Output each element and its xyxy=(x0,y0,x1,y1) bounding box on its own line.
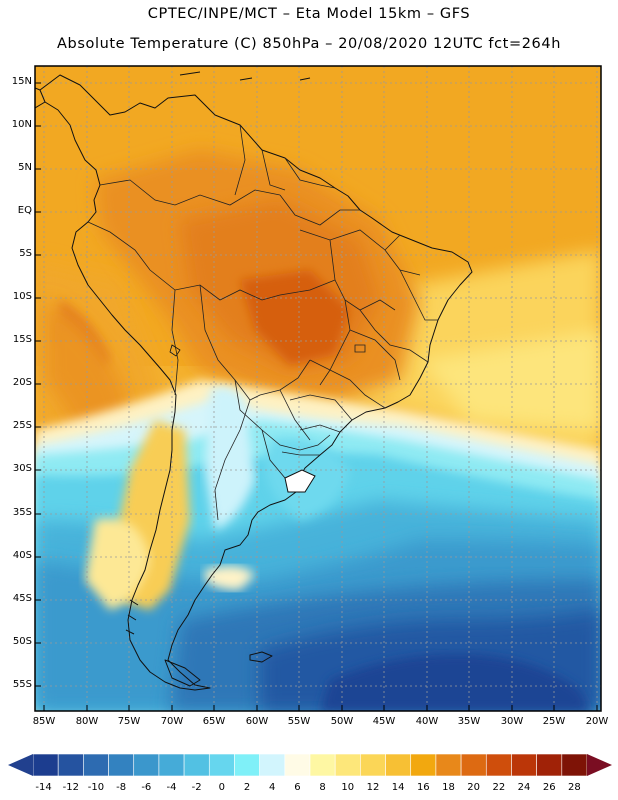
colorbar-box xyxy=(284,753,311,777)
colorbar-box xyxy=(208,753,235,777)
colorbar-box xyxy=(561,753,588,777)
lat-label-20s: 20S xyxy=(12,377,32,388)
lat-label-10s: 10S xyxy=(12,291,32,302)
lake-titicaca xyxy=(169,344,181,357)
south-america-coast xyxy=(39,74,473,691)
lat-label-45s: 45S xyxy=(12,593,32,604)
title-line-1: CPTEC/INPE/MCT – Eta Model 15km – GFS xyxy=(147,6,471,22)
colorbar-label: -10 xyxy=(87,782,105,793)
axis-ticks xyxy=(35,82,598,711)
colorbar-label: 10 xyxy=(341,782,355,793)
colorbar-label: 2 xyxy=(243,782,251,793)
falkland-islands xyxy=(249,651,273,663)
colorbar-label: -6 xyxy=(141,782,152,793)
caribbean-islands xyxy=(179,71,311,81)
lat-label-30s: 30S xyxy=(12,463,32,474)
colorbar-label: -14 xyxy=(35,782,52,793)
lon-label-20w: 20W xyxy=(585,716,609,727)
colorbar-box xyxy=(108,753,135,777)
colorbar-label: 26 xyxy=(542,782,556,793)
colorbar-label: 16 xyxy=(416,782,430,793)
lon-label-55w: 55W xyxy=(287,716,311,727)
lon-label-75w: 75W xyxy=(117,716,141,727)
lon-label-45w: 45W xyxy=(372,716,396,727)
colorbar-box xyxy=(536,753,563,777)
map-frame xyxy=(34,65,602,712)
lon-label-70w: 70W xyxy=(160,716,184,727)
colorbar-box xyxy=(158,753,185,777)
lat-label-15s: 15S xyxy=(12,334,32,345)
colorbar-box xyxy=(485,753,512,777)
lagoa-dos-patos xyxy=(284,469,316,493)
colorbar-label: 20 xyxy=(467,782,481,793)
lon-label-60w: 60W xyxy=(245,716,269,727)
lat-label-55s: 55S xyxy=(12,679,32,690)
colorbar-label: 12 xyxy=(366,782,380,793)
colorbar-box xyxy=(309,753,336,777)
colorbar-label: -12 xyxy=(62,782,79,793)
colorbar-box xyxy=(385,753,412,777)
colorbar-label: -8 xyxy=(116,782,127,793)
colorbar-high-arrow xyxy=(587,754,612,776)
country-borders xyxy=(87,124,438,521)
tierra-del-fuego xyxy=(164,659,201,687)
colorbar-label: 4 xyxy=(269,782,276,793)
lat-label-eq: EQ xyxy=(17,205,32,216)
lon-label-35w: 35W xyxy=(457,716,481,727)
colorbar-box xyxy=(435,753,462,777)
colorbar-box xyxy=(133,753,160,777)
temperature-map xyxy=(34,65,602,712)
lon-label-80w: 80W xyxy=(75,716,99,727)
title-line-2: Absolute Temperature (C) 850hPa – 20/08/… xyxy=(57,36,561,52)
lat-label-40s: 40S xyxy=(12,550,32,561)
colorbar-box xyxy=(410,753,437,777)
lon-label-40w: 40W xyxy=(415,716,439,727)
chiloe-islands xyxy=(125,599,139,635)
colorbar-box xyxy=(360,753,386,777)
colorbar-box xyxy=(334,753,361,777)
lat-label-10n: 10N xyxy=(11,119,32,130)
colorbar-label: 18 xyxy=(442,782,455,793)
lon-label-25w: 25W xyxy=(542,716,566,727)
central-america-coast xyxy=(35,87,46,109)
colorbar-box xyxy=(259,753,286,777)
lat-label-15n: 15N xyxy=(11,76,32,87)
colorbar-box xyxy=(460,753,487,777)
colorbar-label: 24 xyxy=(517,782,531,793)
lat-label-5s: 5S xyxy=(19,248,32,259)
colorbar-box xyxy=(183,753,210,777)
lon-label-50w: 50W xyxy=(330,716,354,727)
lon-label-85w: 85W xyxy=(32,716,56,727)
lat-label-25s: 25S xyxy=(12,420,32,431)
colorbar-label: 6 xyxy=(294,782,301,793)
lat-label-50s: 50S xyxy=(12,636,32,647)
colorbar-label: 22 xyxy=(492,782,506,793)
graticule xyxy=(35,66,601,711)
colorbar-box xyxy=(57,753,84,777)
colorbar-box xyxy=(83,753,109,777)
colorbar-label: -4 xyxy=(166,782,177,793)
colorbar-box xyxy=(511,753,537,777)
colorbar-label: -2 xyxy=(191,782,202,793)
colorbar xyxy=(8,753,612,777)
lon-label-65w: 65W xyxy=(202,716,226,727)
colorbar-label: 8 xyxy=(319,782,326,793)
colorbar-box xyxy=(32,753,59,777)
colorbar-label: 28 xyxy=(568,782,581,793)
lon-label-30w: 30W xyxy=(500,716,524,727)
colorbar-low-arrow xyxy=(8,754,33,776)
colorbar-label: 14 xyxy=(391,782,405,793)
colorbar-box xyxy=(234,753,260,777)
lat-label-35s: 35S xyxy=(12,507,32,518)
lat-label-5n: 5N xyxy=(18,162,32,173)
temperature-field xyxy=(35,66,601,711)
colorbar-label: 0 xyxy=(218,782,226,793)
coastlines xyxy=(35,71,473,691)
